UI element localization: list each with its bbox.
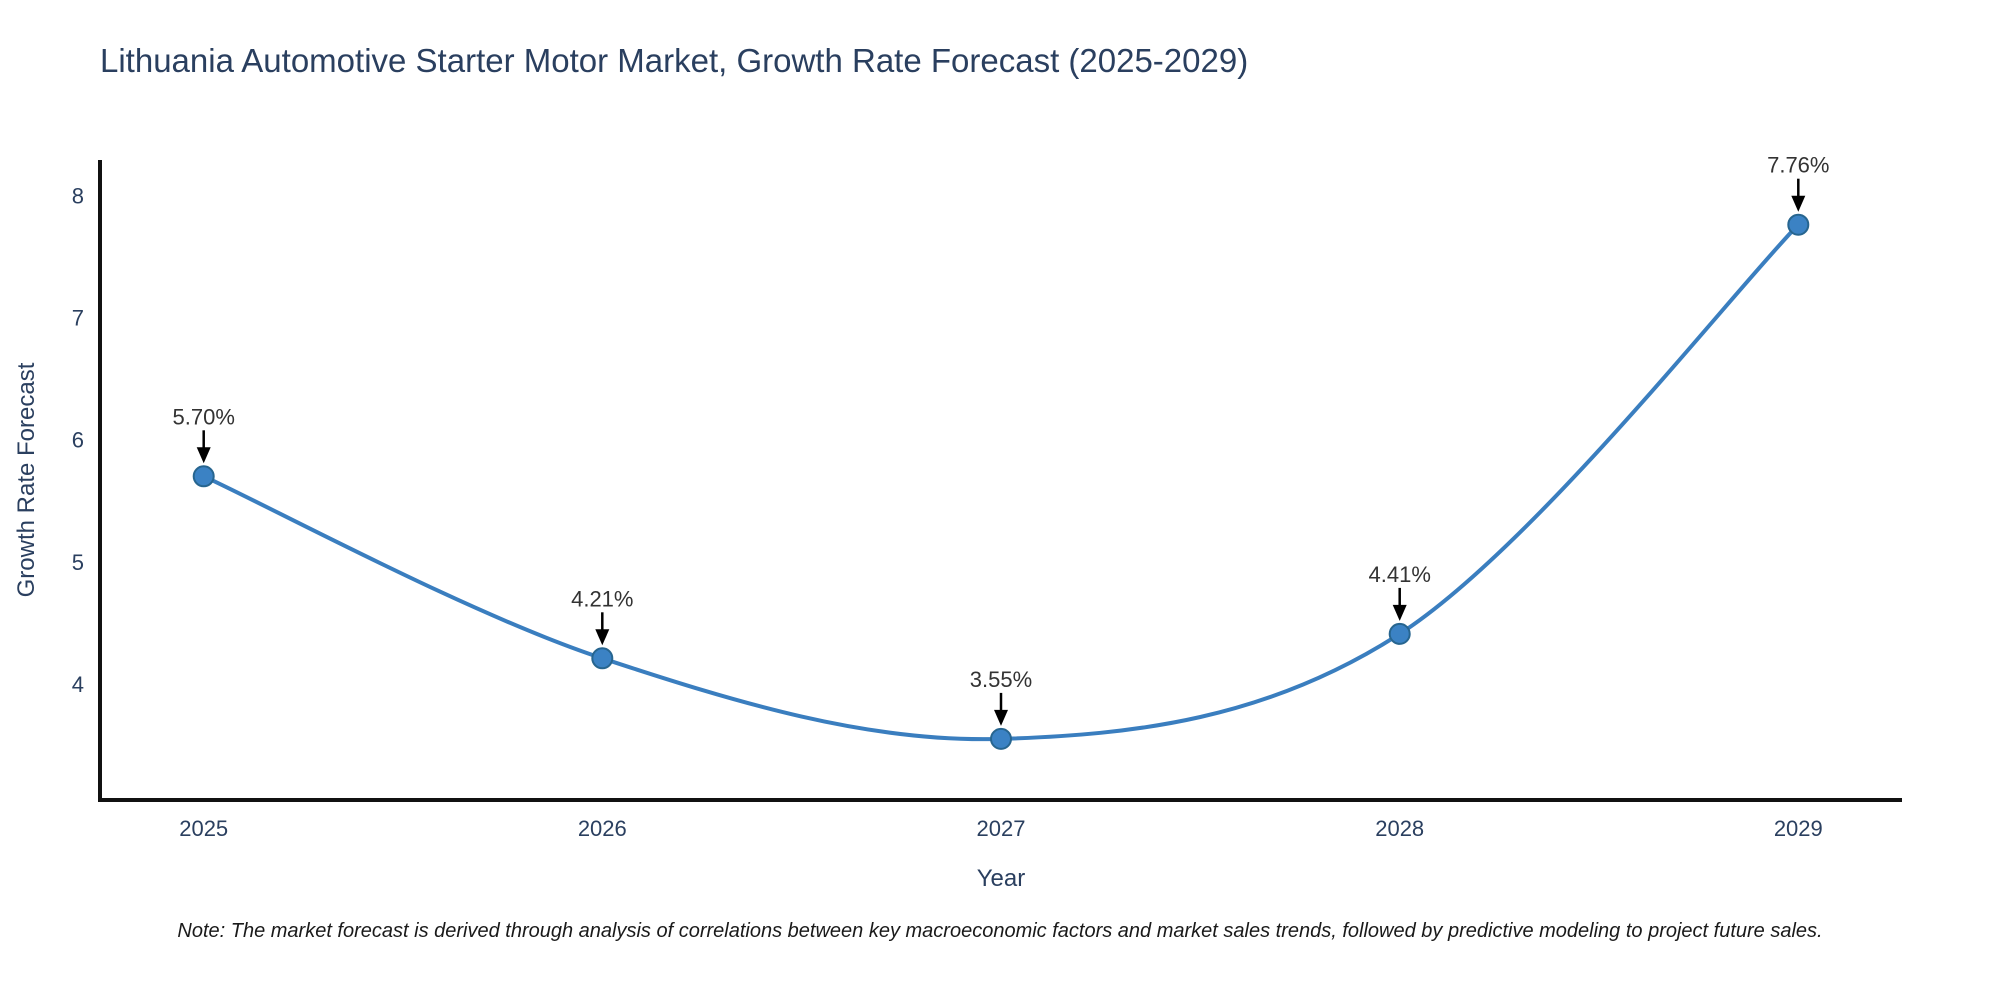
x-tick-label: 2028 bbox=[1375, 816, 1424, 841]
data-point-marker bbox=[591, 647, 614, 670]
y-tick-label: 5 bbox=[72, 550, 84, 575]
chart-title: Lithuania Automotive Starter Motor Marke… bbox=[100, 42, 1249, 79]
footnote: Note: The market forecast is derived thr… bbox=[177, 920, 1823, 942]
data-point-marker bbox=[990, 727, 1012, 750]
y-axis-title: Growth Rate Forecast bbox=[13, 362, 40, 597]
x-tick-label: 2025 bbox=[179, 816, 228, 841]
annotation-arrow-head bbox=[595, 629, 610, 646]
data-point-label: 4.41% bbox=[1369, 562, 1431, 587]
x-tick-label: 2026 bbox=[578, 816, 627, 841]
annotation-arrow-head bbox=[994, 709, 1008, 726]
x-tick-label: 2027 bbox=[977, 816, 1026, 841]
y-tick-label: 6 bbox=[72, 428, 84, 453]
series-line bbox=[201, 222, 1801, 742]
line-chart-canvas: 4 5 6 7 8 2025 2026 2027 2028 2029 Year Growth Rate… bbox=[13, 153, 1902, 892]
data-point-label: 5.70% bbox=[173, 404, 235, 429]
x-axis-title: Year bbox=[977, 865, 1026, 892]
y-tick-label: 7 bbox=[72, 306, 84, 331]
data-point-marker bbox=[192, 465, 215, 488]
data-point-label: 4.21% bbox=[571, 586, 633, 611]
annotation-arrow-head bbox=[196, 447, 211, 464]
x-tick-label: 2029 bbox=[1774, 816, 1823, 841]
annotation-arrow-head bbox=[1791, 195, 1806, 212]
data-point-label: 7.76% bbox=[1767, 153, 1829, 178]
data-point-label: 3.55% bbox=[970, 667, 1032, 692]
data-point-marker bbox=[1388, 622, 1411, 645]
data-point-marker bbox=[1787, 213, 1810, 236]
annotation-arrow-head bbox=[1392, 604, 1407, 621]
y-tick-label: 4 bbox=[72, 672, 84, 697]
y-tick-label: 8 bbox=[72, 183, 84, 208]
axis-spines bbox=[98, 160, 1902, 802]
